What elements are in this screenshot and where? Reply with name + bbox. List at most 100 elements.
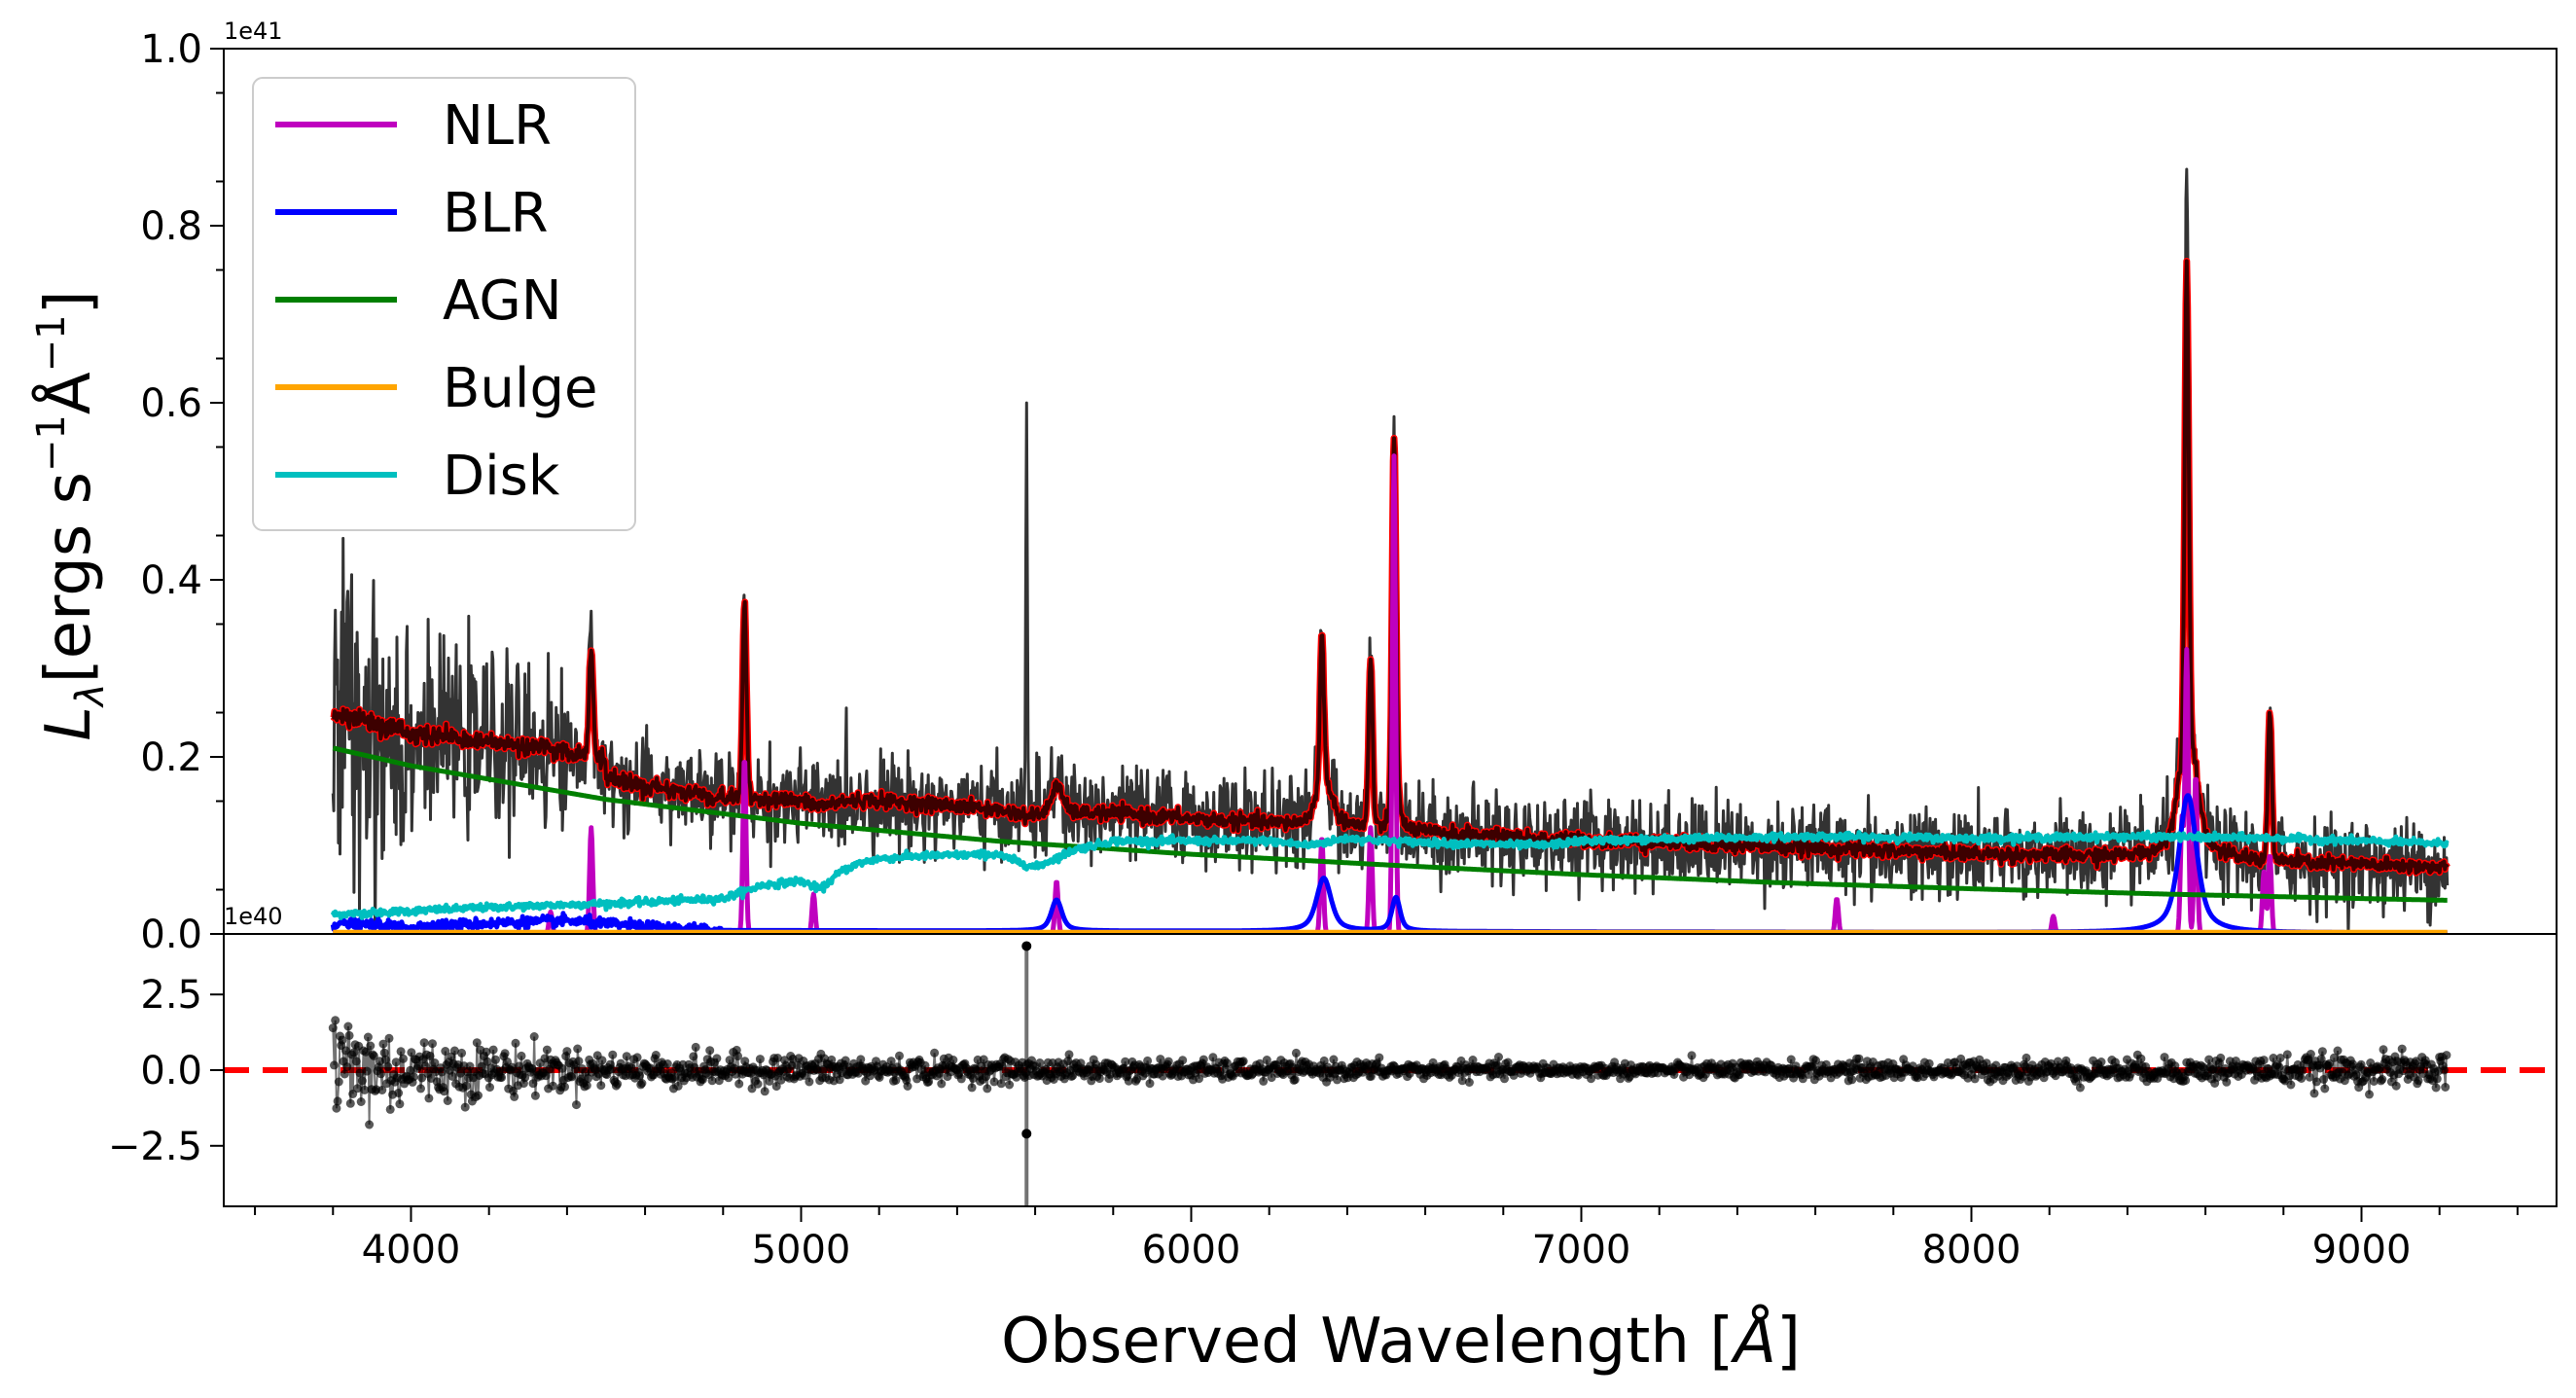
residual-point — [491, 1055, 500, 1064]
residual-offset-label: 1e40 — [224, 903, 283, 930]
x-axis-title-close: ] — [1776, 1306, 1801, 1378]
residual-point — [437, 1067, 447, 1077]
residual-point — [645, 1063, 655, 1073]
residual-point — [856, 1055, 866, 1064]
residual-point — [997, 1061, 1007, 1071]
residual-point — [356, 1097, 366, 1106]
residual-point — [1587, 1074, 1595, 1084]
residual-panel: −2.5 0.0 2.5 4000 5000 6000 7000 8000 9000 1e40… — [108, 903, 2558, 1378]
residual-point — [2222, 1077, 2232, 1087]
residual-point — [399, 1054, 408, 1063]
residual-point — [613, 1079, 623, 1089]
residual-point — [1094, 1074, 1104, 1084]
residual-point — [2021, 1053, 2031, 1062]
residual-point — [771, 1082, 781, 1092]
residual-point — [607, 1064, 617, 1074]
residual-point — [562, 1047, 572, 1057]
residual-point — [632, 1053, 642, 1062]
residual-point — [689, 1052, 698, 1061]
residual-point — [461, 1081, 471, 1091]
residual-point — [2306, 1050, 2315, 1058]
residual-point — [440, 1087, 449, 1096]
residual-point — [1222, 1058, 1232, 1068]
residual-point — [1924, 1058, 1934, 1068]
residual-point — [528, 1079, 538, 1089]
residual-point — [1145, 1079, 1155, 1089]
residual-point — [413, 1061, 423, 1071]
x-axis-title: Observed Wavelength [Å] — [1001, 1304, 1801, 1378]
residual-point — [530, 1091, 540, 1100]
residual-point — [511, 1038, 520, 1048]
residual-point — [560, 1082, 569, 1092]
residual-point — [1804, 1069, 1813, 1079]
residual-point — [2286, 1080, 2296, 1090]
residual-point — [330, 1060, 339, 1070]
residual-point — [572, 1100, 581, 1110]
residual-point — [1156, 1055, 1165, 1064]
residual-point — [488, 1045, 498, 1055]
residual-point — [753, 1079, 763, 1089]
residual-point — [1064, 1050, 1074, 1059]
residual-y-tick-label: 2.5 — [140, 973, 202, 1018]
residual-point — [338, 1035, 347, 1045]
residual-point — [1035, 1058, 1045, 1067]
y-axis-title: Lλ[ergs s−1Å−1] — [29, 290, 113, 740]
residual-point — [2397, 1044, 2407, 1054]
residual-point — [345, 1098, 355, 1108]
residual-point — [1970, 1074, 1980, 1084]
residual-point — [1290, 1075, 1300, 1085]
x-tick-label: 7000 — [1532, 1228, 1631, 1273]
residual-point — [651, 1051, 661, 1059]
x-axis-title-unit: Å — [1730, 1304, 1776, 1378]
residual-point — [557, 1063, 567, 1073]
residual-point — [2274, 1062, 2284, 1072]
residual-point — [366, 1041, 376, 1051]
residual-point — [691, 1042, 700, 1052]
residual-point — [416, 1084, 425, 1093]
residual-point — [331, 1016, 340, 1025]
residual-point — [2181, 1076, 2191, 1086]
y-axis-title-exp1: −1 — [29, 414, 74, 472]
residual-point — [328, 1023, 338, 1033]
residual-point — [380, 1055, 390, 1064]
legend-label: BLR — [443, 182, 549, 245]
residual-point — [570, 1064, 580, 1074]
residual-point — [1121, 1057, 1130, 1066]
y-axis-title-angstrom: Å — [31, 372, 105, 414]
residual-point — [1238, 1057, 1248, 1066]
residual-point — [2305, 1072, 2314, 1082]
residual-point — [1786, 1055, 1796, 1064]
residual-point — [573, 1044, 583, 1054]
residual-point — [449, 1046, 459, 1056]
residual-point — [635, 1071, 644, 1081]
residual-point — [1494, 1053, 1503, 1061]
residual-point — [357, 1076, 367, 1086]
residual-point — [725, 1056, 734, 1065]
residual-point — [1468, 1056, 1478, 1064]
residual-point — [886, 1057, 896, 1066]
main-y-axis: 0.0 0.2 0.4 0.6 0.8 1.0 — [140, 27, 224, 957]
residual-point — [1199, 1055, 1208, 1064]
residual-point — [343, 1022, 353, 1031]
residual-point — [567, 1072, 577, 1082]
residual-point — [2282, 1050, 2292, 1059]
residual-point — [2072, 1072, 2082, 1082]
y-axis-title-subscript: λ — [68, 683, 113, 708]
residual-point — [2320, 1084, 2330, 1093]
residual-point — [447, 1071, 457, 1081]
residual-point — [1195, 1074, 1203, 1084]
residual-point — [510, 1092, 519, 1101]
legend-label: Disk — [443, 445, 560, 508]
residual-point — [930, 1048, 940, 1057]
x-axis-title-text: Observed Wavelength [ — [1001, 1306, 1734, 1378]
residual-y-tick-label: 0.0 — [140, 1049, 202, 1093]
residual-point — [2319, 1075, 2329, 1084]
legend-label: AGN — [443, 269, 562, 333]
residual-point — [1262, 1056, 1271, 1064]
residual-point — [342, 1062, 352, 1072]
residual-point — [2012, 1061, 2021, 1071]
residual-point — [474, 1091, 483, 1100]
residual-point — [662, 1059, 672, 1068]
residual-point — [1329, 1055, 1339, 1064]
residual-point — [670, 1072, 680, 1082]
